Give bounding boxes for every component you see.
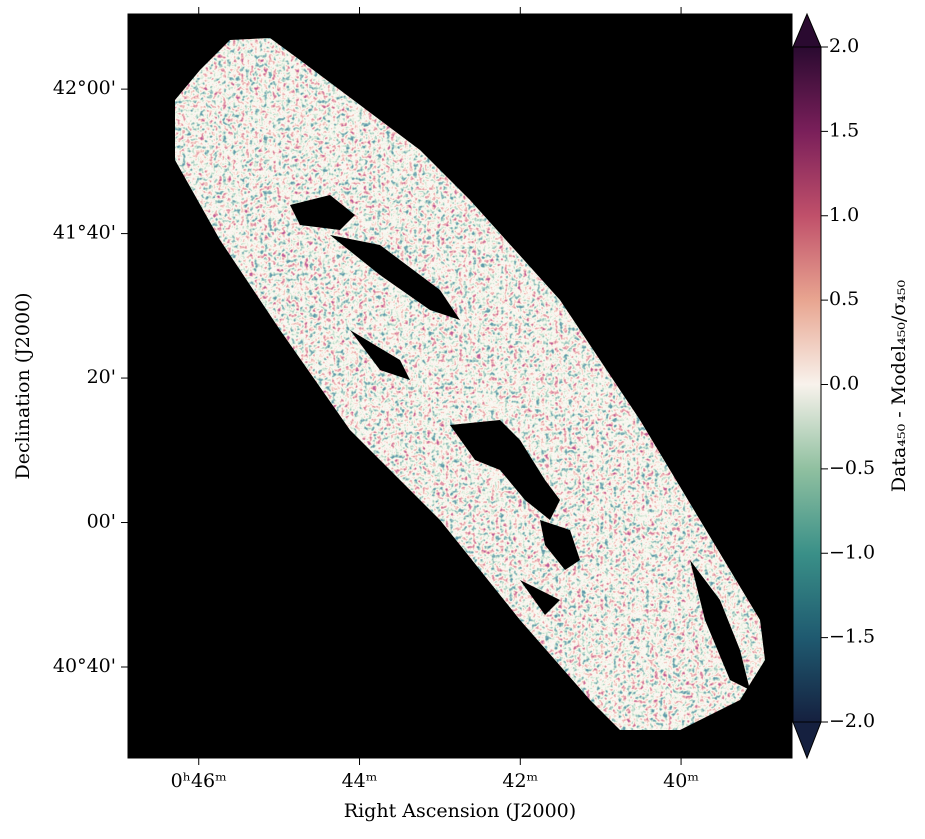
colorbar-tick-label: 0.5 [829, 288, 859, 310]
y-tick-label: 00' [87, 511, 116, 533]
colorbar-tick-label: −1.0 [829, 541, 875, 563]
colorbar [792, 46, 822, 723]
colorbar-extend-top [792, 12, 822, 48]
masked-regions [290, 195, 750, 690]
colorbar-tick-label: 1.0 [829, 204, 859, 226]
y-tick-label: 42°00' [53, 77, 116, 99]
x-tick-label: 44ᵐ [342, 770, 378, 792]
y-tick-label: 40°40' [53, 655, 116, 677]
colorbar-tick-label: −0.5 [829, 457, 875, 479]
colorbar-tick-label: −1.5 [829, 626, 875, 648]
y-axis-label: Declination (J2000) [12, 292, 34, 479]
y-tick-label: 41°40' [53, 222, 116, 244]
y-tick-label: 20' [87, 366, 116, 388]
colorbar-tick-label: 1.5 [829, 119, 859, 141]
colorbar-extend-bottom [792, 721, 822, 760]
plot-area [127, 13, 793, 759]
plot-frame [127, 13, 793, 759]
x-tick-label: 0ʰ46ᵐ [171, 770, 227, 792]
x-tick-label: 40ᵐ [663, 770, 699, 792]
x-axis-label: Right Ascension (J2000) [344, 800, 576, 822]
colorbar-label: Data₄₅₀ - Model₄₅₀/σ₄₅₀ [888, 279, 910, 492]
colorbar-tick-label: −2.0 [829, 710, 875, 732]
x-tick-label: 42ᵐ [502, 770, 538, 792]
colorbar-tick-label: 0.0 [829, 373, 859, 395]
colorbar-tick-label: 2.0 [829, 35, 859, 57]
